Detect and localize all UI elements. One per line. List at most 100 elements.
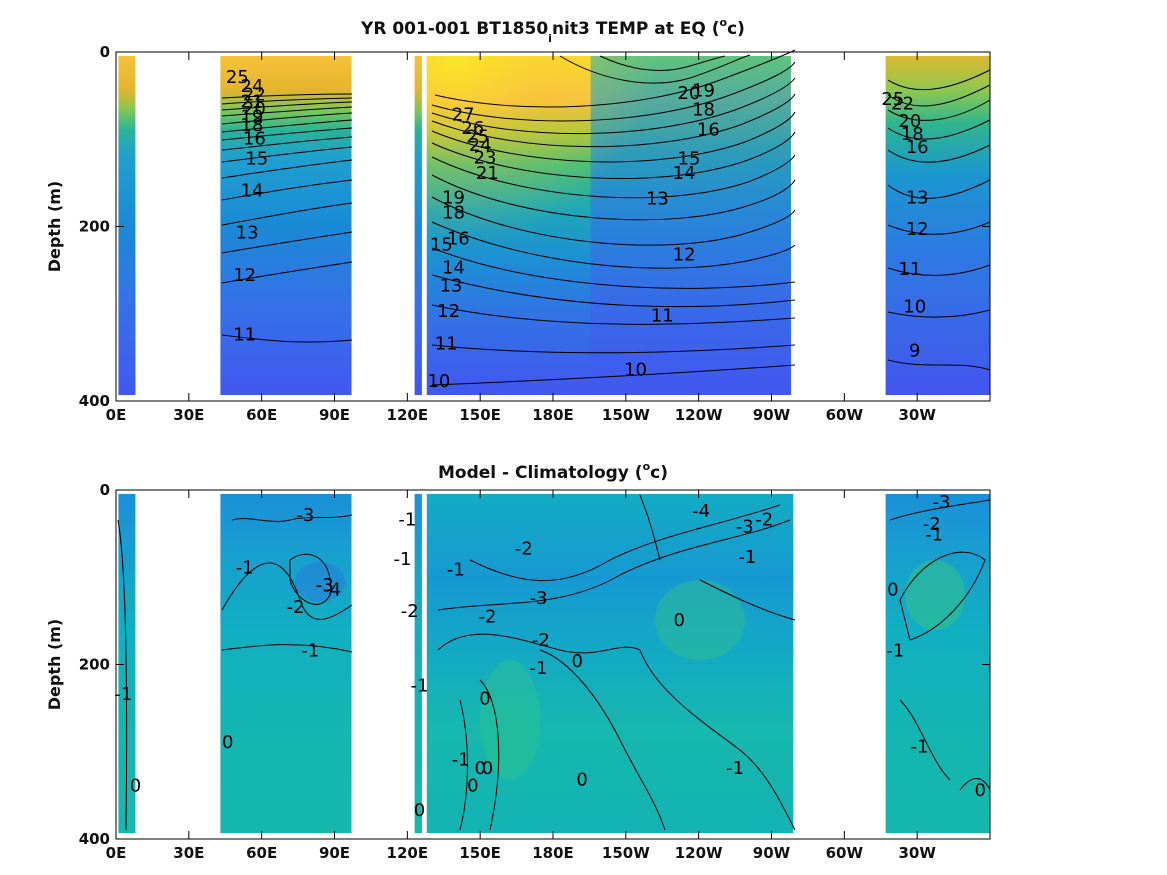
- contour-label: 22: [243, 85, 266, 106]
- y-tick-label: 400: [79, 830, 110, 848]
- y-axis-label: Depth (m): [45, 181, 64, 273]
- x-tick-label: 30E: [173, 406, 204, 424]
- title-part: o: [720, 16, 728, 29]
- ocean-segment: [118, 56, 136, 395]
- contour-label: 24: [241, 76, 264, 97]
- contour-label: -1: [911, 736, 929, 757]
- contour-label: 14: [673, 163, 696, 184]
- contour-label: 20: [678, 83, 701, 104]
- contour-label: -1: [410, 675, 428, 696]
- y-tick-label: 0: [100, 481, 110, 499]
- contour-line: [639, 649, 796, 831]
- panel-difference: Model - Climatology (oc): [45, 460, 991, 862]
- contour-label: -1: [447, 559, 465, 580]
- contour-label: 18: [442, 202, 465, 223]
- contour-label: 12: [233, 265, 256, 286]
- contour-label: 20: [898, 111, 921, 132]
- contour-line: [434, 49, 796, 108]
- contour-line: [459, 699, 468, 831]
- contour-line: [221, 136, 353, 151]
- contour-line: [221, 112, 353, 125]
- contour-label: -1: [114, 684, 132, 705]
- contour-line: [887, 84, 991, 107]
- ocean-segment: [414, 56, 422, 395]
- warm-pool-shading: [426, 56, 791, 395]
- contour-line: [539, 649, 666, 831]
- positive-anomaly: [480, 660, 540, 780]
- contour-line: [221, 562, 353, 620]
- contour-label: 14: [241, 181, 264, 202]
- contour-label: 16: [906, 137, 929, 158]
- contour-line: [639, 494, 661, 561]
- contour-line: [887, 99, 991, 121]
- contour-label: 12: [437, 301, 460, 322]
- contour-line: [887, 69, 991, 91]
- contour-label: 26: [461, 118, 484, 139]
- contour-label: 12: [906, 219, 929, 240]
- contour-line: [887, 179, 991, 199]
- contour-label: -2: [478, 606, 496, 627]
- contour-label: -1: [394, 549, 412, 570]
- contour-label: 0: [479, 688, 490, 709]
- contour-line: [431, 247, 796, 289]
- contour-line: [431, 196, 796, 246]
- contour-line: [117, 519, 128, 831]
- contour-label: 27: [452, 105, 475, 126]
- ocean-segment: [118, 494, 136, 833]
- contour-label: 13: [906, 188, 929, 209]
- contour-line: [431, 154, 796, 199]
- contour-line: [887, 221, 991, 235]
- contour-label: -4: [692, 501, 710, 522]
- contour-line: [431, 344, 796, 354]
- contour-label: -3: [932, 492, 950, 513]
- contour-line: [437, 633, 641, 654]
- positive-anomaly: [905, 560, 965, 630]
- contour-line: [887, 309, 991, 318]
- positive-anomaly: [655, 580, 745, 660]
- contour-label: 16: [243, 128, 266, 149]
- contour-lines: [221, 49, 991, 386]
- contour-label: -3: [529, 588, 547, 609]
- contour-label: 0: [130, 776, 141, 797]
- contour-label: -1: [925, 524, 943, 545]
- contour-line: [431, 221, 796, 269]
- contour-label: 0: [887, 579, 898, 600]
- contour-line: [887, 119, 991, 140]
- contour-label: 19: [241, 106, 264, 127]
- contour-line: [231, 514, 353, 522]
- contour-label: -3: [296, 505, 314, 526]
- contour-label: 24: [469, 135, 492, 156]
- contour-label: -1: [529, 658, 547, 679]
- contour-line: [221, 231, 353, 254]
- y-tick-label: 200: [79, 656, 110, 674]
- contour-line: [959, 778, 991, 791]
- x-tick-label: 180E: [532, 844, 574, 862]
- contour-line: [221, 159, 353, 179]
- contour-label: 21: [476, 163, 499, 184]
- contour-label: -2: [515, 538, 533, 559]
- x-tick-label: 30W: [898, 406, 936, 424]
- contour-line: [221, 106, 353, 117]
- x-tick-label: 120E: [387, 406, 429, 424]
- contour-line: [431, 131, 796, 180]
- contour-line: [221, 644, 353, 653]
- contour-line: [221, 179, 353, 201]
- contour-line: [431, 364, 796, 386]
- contour-label: 18: [901, 124, 924, 145]
- contour-label: -4: [323, 579, 341, 600]
- heatmap-fill: [118, 56, 990, 395]
- contour-label: 18: [241, 115, 264, 136]
- contour-label: 0: [482, 758, 493, 779]
- ocean-segment: [220, 56, 352, 395]
- contour-line: [887, 144, 991, 163]
- title-part: nit3 TEMP at EQ (: [552, 19, 720, 39]
- contour-label: 0: [474, 758, 485, 779]
- contour-label: 16: [447, 229, 470, 250]
- ocean-segment: [885, 56, 990, 395]
- contour-line: [899, 699, 951, 781]
- contour-label: 9: [909, 340, 920, 361]
- ocean-segment: [885, 494, 990, 833]
- x-tick-label: 0E: [106, 406, 127, 424]
- contour-line: [221, 146, 353, 163]
